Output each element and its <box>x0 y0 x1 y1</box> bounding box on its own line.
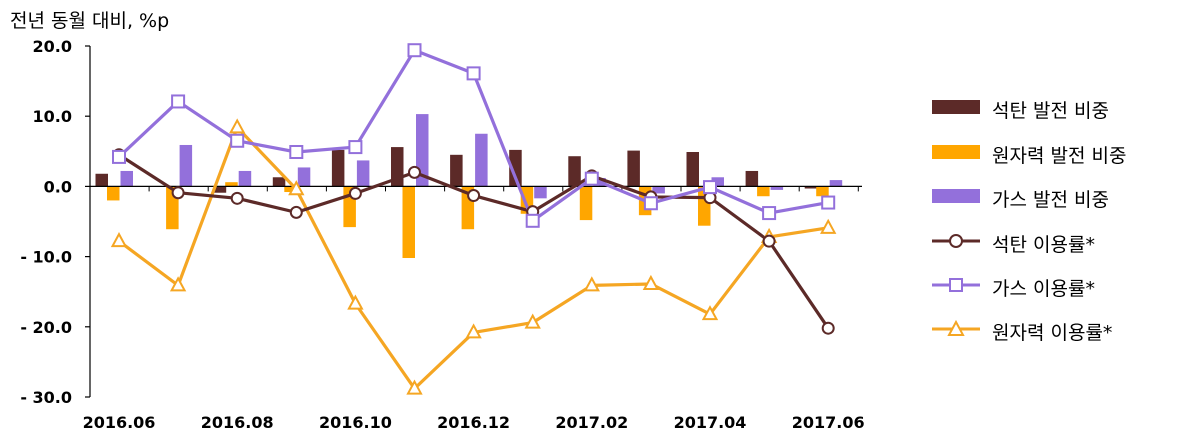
y-tick-label: 20.0 <box>33 37 72 56</box>
bar-gas-share <box>356 160 370 187</box>
bar-coal-share <box>686 152 699 187</box>
bar-gas-share <box>770 186 784 190</box>
y-tick-label: - 10.0 <box>20 248 72 267</box>
point-gas-utilization <box>584 171 599 186</box>
x-tick-label: 2016.10 <box>319 413 392 432</box>
x-tick-label: 2016.06 <box>83 413 156 432</box>
point-coal-utilization <box>230 191 244 205</box>
y-tick-label: 10.0 <box>33 107 72 126</box>
point-gas-utilization <box>762 206 777 221</box>
bar-gas-share <box>238 170 252 187</box>
bar-coal-share <box>745 170 759 187</box>
y-axis-unit-label: 전년 동월 대비, %p <box>10 10 170 32</box>
bar-coal-share <box>213 186 227 193</box>
point-gas-utilization <box>407 43 422 58</box>
point-coal-utilization <box>348 186 362 200</box>
point-nuclear-utilization <box>642 274 660 290</box>
point-gas-utilization <box>230 133 245 148</box>
bar-nuclear-share <box>284 186 297 193</box>
legend-label-coal-share: 석탄 발전 비중 <box>992 100 1109 122</box>
point-nuclear-utilization <box>347 294 364 310</box>
x-tick-label: 2017.06 <box>792 413 865 432</box>
bar-nuclear-share <box>107 186 120 201</box>
bar-nuclear-share <box>816 186 829 197</box>
legend-label-coal-utilization: 석탄 이용률* <box>992 234 1095 256</box>
legend-item-coal-share: 석탄 발전 비중 <box>930 94 1190 122</box>
point-nuclear-utilization <box>288 180 305 196</box>
legend-label-gas-utilization: 가스 이용률* <box>992 278 1095 300</box>
bar-coal-share <box>450 154 463 187</box>
legend-item-gas-share: 가스 발전 비중 <box>930 183 1190 211</box>
legend-swatch-coal-share <box>932 100 980 114</box>
bar-coal-share <box>272 177 286 187</box>
point-nuclear-utilization <box>465 323 482 339</box>
point-nuclear-utilization <box>229 118 246 134</box>
point-gas-utilization <box>171 94 186 109</box>
bar-gas-share <box>829 180 843 187</box>
point-nuclear-utilization <box>820 218 837 234</box>
legend-swatch-gas-share <box>932 189 980 203</box>
y-tick-label: - 20.0 <box>20 318 72 337</box>
bar-coal-share <box>568 156 581 187</box>
point-nuclear-utilization <box>583 276 600 292</box>
point-coal-utilization <box>408 165 421 179</box>
bar-coal-share <box>804 186 818 189</box>
point-coal-utilization <box>762 234 776 248</box>
bar-nuclear-share <box>579 186 593 221</box>
point-nuclear-utilization <box>169 276 187 292</box>
bar-coal-share <box>627 150 640 187</box>
bar-gas-share <box>120 170 133 187</box>
point-gas-utilization <box>525 213 540 228</box>
bar-coal-share <box>331 149 345 187</box>
point-nuclear-utilization <box>701 305 719 321</box>
point-coal-utilization <box>467 189 481 203</box>
bar-gas-share <box>297 167 311 187</box>
x-tick-label: 2017.04 <box>674 413 747 432</box>
point-nuclear-utilization <box>110 232 128 248</box>
point-nuclear-utilization <box>406 379 423 395</box>
point-nuclear-utilization <box>524 313 541 329</box>
bar-nuclear-share <box>225 182 238 187</box>
bar-coal-share <box>509 149 522 187</box>
point-coal-utilization <box>171 186 185 200</box>
legend-label-gas-share: 가스 발전 비중 <box>992 189 1109 211</box>
bar-gas-share <box>652 186 665 194</box>
legend-item-coal-utilization: 석탄 이용률* <box>930 228 1190 256</box>
legend-label-nuclear-utilization: 원자력 이용률* <box>992 322 1113 344</box>
point-gas-utilization <box>289 145 304 160</box>
point-gas-utilization <box>703 180 717 195</box>
point-gas-utilization <box>112 149 126 164</box>
bar-gas-share <box>534 186 547 199</box>
x-tick-label: 2017.02 <box>555 413 628 432</box>
point-coal-utilization <box>289 205 303 219</box>
x-tick-label: 2016.08 <box>201 413 274 432</box>
x-tick-label: 2016.12 <box>437 413 510 432</box>
legend-swatch-nuclear-share <box>932 145 980 159</box>
point-gas-utilization <box>348 140 363 155</box>
bar-gas-share <box>179 144 193 187</box>
point-gas-utilization <box>466 66 481 81</box>
point-gas-utilization <box>821 195 836 210</box>
line-nuclear-utilization <box>118 125 829 391</box>
bar-coal-share <box>95 173 108 187</box>
bar-nuclear-share <box>402 186 415 259</box>
y-tick-label: 0.0 <box>44 177 72 196</box>
legend-item-gas-utilization: 가스 이용률* <box>930 272 1190 300</box>
bar-gas-share <box>475 133 488 187</box>
legend-swatch-coal-utilization <box>932 234 980 248</box>
bar-nuclear-share <box>757 186 770 197</box>
y-tick-label: - 30.0 <box>20 388 72 407</box>
legend-label-nuclear-share: 원자력 발전 비중 <box>992 145 1127 167</box>
point-gas-utilization <box>643 196 658 211</box>
bar-gas-share <box>711 177 724 187</box>
point-coal-utilization <box>821 321 835 335</box>
legend-item-nuclear-share: 원자력 발전 비중 <box>930 139 1190 167</box>
legend-swatch-nuclear-utilization <box>932 319 980 336</box>
legend-item-nuclear-utilization: 원자력 이용률* <box>930 316 1190 344</box>
legend-swatch-gas-utilization <box>932 278 980 292</box>
